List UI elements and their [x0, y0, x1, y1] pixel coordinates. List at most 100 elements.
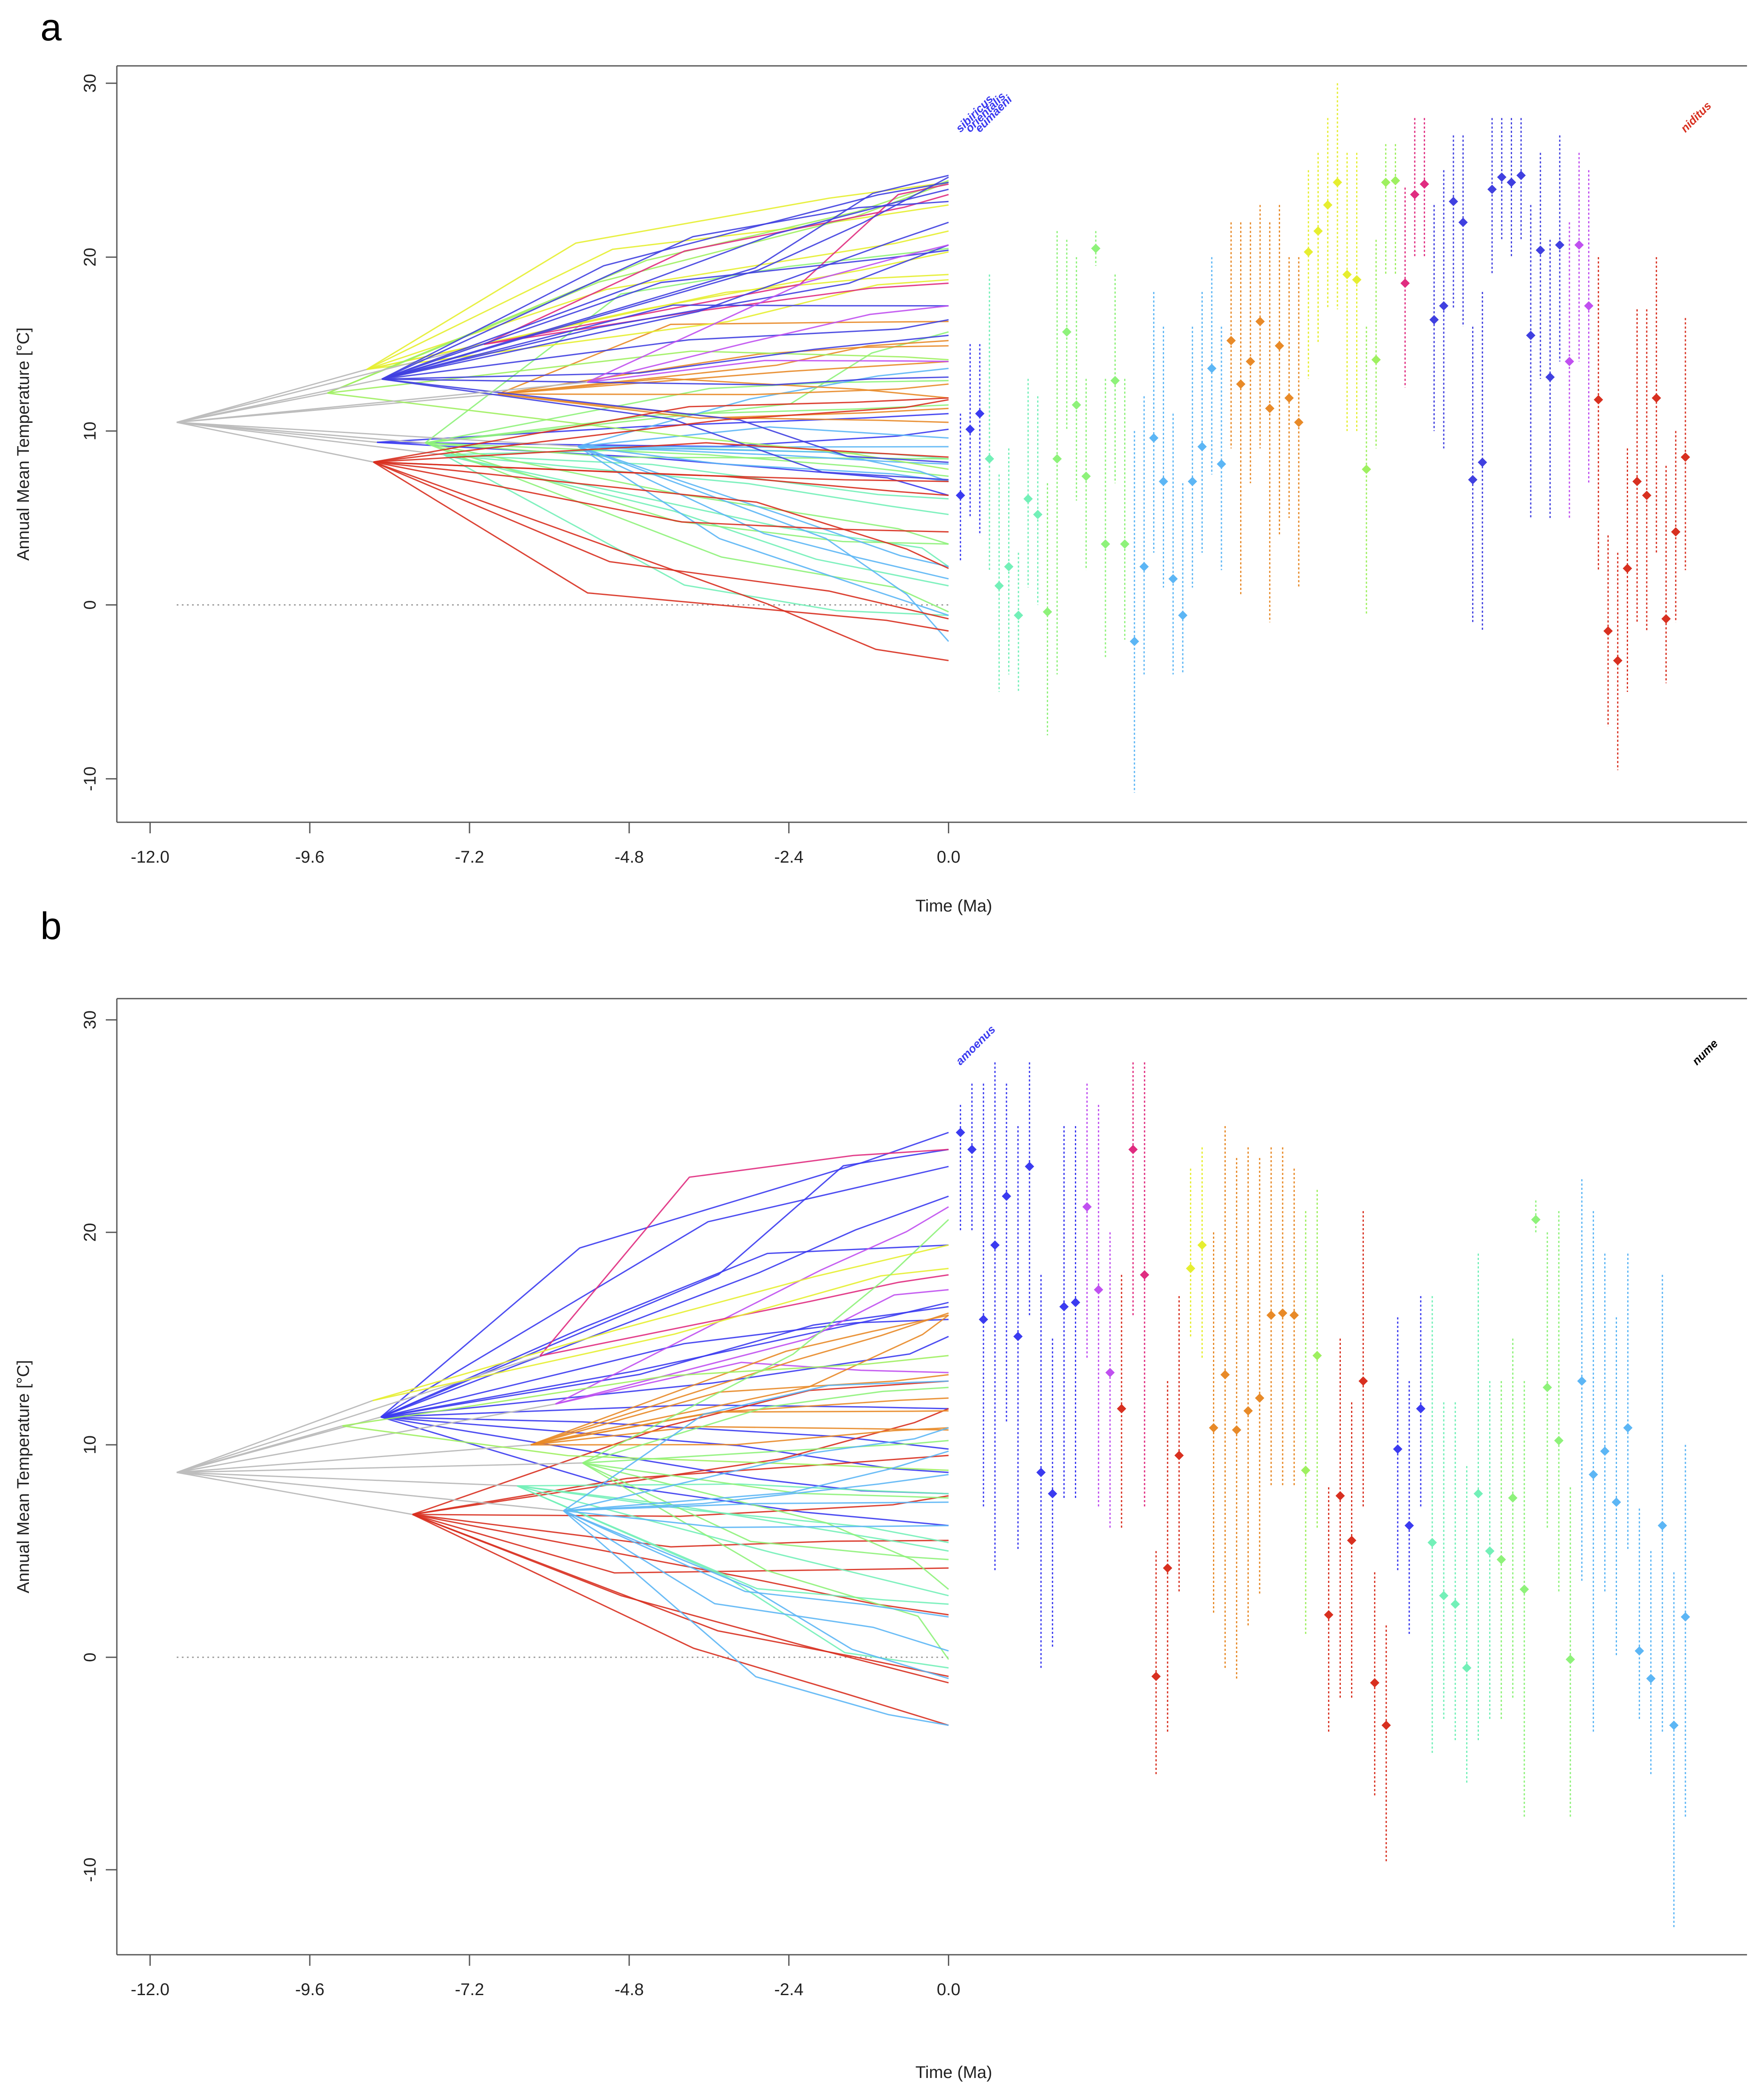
tip-point	[1324, 1610, 1334, 1619]
y-tick-label: -10	[81, 767, 99, 791]
lineage-branch	[517, 1483, 949, 1495]
lineage-branch	[381, 1306, 949, 1418]
tip-point	[1594, 395, 1603, 405]
lineage-branch	[577, 445, 949, 568]
lineage-branch	[382, 244, 949, 380]
lineage-branch	[412, 1514, 949, 1684]
tip-point	[1584, 301, 1594, 311]
tip-point	[1600, 1447, 1610, 1456]
y-tick-label: 20	[81, 1223, 99, 1242]
stem-lineage	[176, 1472, 517, 1487]
tip-point	[1589, 1470, 1598, 1479]
lineage-branch	[498, 320, 949, 395]
lineage-branch	[412, 1514, 949, 1726]
tip-point	[967, 1145, 977, 1154]
lineage-branch	[582, 1462, 949, 1499]
lineage-branch	[578, 445, 949, 448]
x-tick-label: -2.4	[774, 848, 803, 866]
tip-point	[1362, 464, 1371, 474]
tip-point	[956, 490, 965, 500]
lineage-branch	[382, 334, 949, 380]
tip-point	[1419, 179, 1429, 189]
lineage-branch	[443, 454, 949, 587]
tip-point	[994, 581, 1004, 591]
tip-point	[1052, 454, 1062, 464]
axes-frame	[116, 998, 1747, 1956]
tip-point	[1497, 172, 1507, 182]
stem-lineage	[176, 1425, 343, 1473]
tip-point	[1448, 197, 1458, 207]
tip-point	[1404, 1521, 1414, 1530]
y-tick-label: 10	[81, 422, 99, 440]
tip-point	[1473, 1489, 1483, 1498]
lineage-branch	[381, 1336, 949, 1418]
lineage-branch	[587, 360, 949, 383]
stem-lineage	[176, 368, 367, 423]
panel-b: b -10 0 10 20 30 -12.0 -9.6 -7.2 -4.8 -2.4 0.0 Time …	[14, 905, 1747, 2082]
tip-point	[1429, 315, 1439, 325]
tip-point	[1062, 327, 1071, 337]
lineage-branch	[373, 399, 949, 463]
lineage-branch	[443, 454, 949, 616]
lineage-branch	[382, 378, 949, 463]
tip-point	[1681, 452, 1690, 462]
tip-point	[1352, 275, 1362, 285]
tip-point	[1516, 170, 1526, 180]
species-label: nume	[1690, 1037, 1720, 1067]
lineage-branch	[373, 461, 949, 662]
lineage-branch	[530, 1397, 949, 1446]
tip-point	[1139, 562, 1149, 572]
lineage-branch	[327, 180, 949, 394]
tip-point	[1313, 226, 1323, 236]
tip-point	[1391, 176, 1400, 186]
lineage-branch	[563, 1510, 949, 1652]
tip-point	[1001, 1192, 1011, 1201]
lineage-branch	[381, 181, 949, 380]
tip-point	[1159, 476, 1168, 486]
lineage-branch	[425, 442, 949, 460]
tip-point	[1149, 433, 1159, 443]
tip-point	[1289, 1311, 1299, 1320]
tip-point	[1458, 218, 1468, 227]
tip-point	[1450, 1599, 1460, 1609]
stem-lineage	[176, 1444, 531, 1473]
tip-point	[1023, 494, 1033, 504]
lineage-branch	[382, 175, 949, 380]
tip-point	[1071, 400, 1081, 410]
tip-point	[1301, 1466, 1311, 1475]
tip-point	[1163, 1563, 1173, 1573]
tip-point	[1120, 539, 1130, 549]
tip-point	[1105, 1368, 1115, 1377]
lineage-branch	[498, 345, 949, 395]
stem-lineage	[176, 422, 425, 444]
lineage-branch	[530, 1312, 949, 1446]
lineage-branch	[373, 461, 949, 533]
lineage-branch	[563, 1510, 949, 1528]
lineage-branch	[483, 183, 949, 345]
tip-point	[1623, 1423, 1633, 1432]
lineage-branch	[563, 1427, 949, 1512]
tip-point	[1507, 178, 1516, 187]
tip-point	[1485, 1546, 1495, 1556]
tip-point	[1542, 1383, 1552, 1392]
lineage-branch	[382, 221, 949, 380]
tip-estimates	[956, 83, 1690, 793]
lineage-branch	[425, 442, 949, 477]
tip-point	[1220, 1370, 1230, 1379]
lineage-branch	[366, 230, 949, 370]
lineage-branch	[530, 1314, 949, 1446]
lineage-branch	[382, 201, 949, 380]
tip-point	[1671, 527, 1681, 537]
lineage-branch	[381, 1319, 949, 1418]
lineage-branch	[342, 1425, 949, 1471]
tip-point	[984, 454, 994, 464]
y-tick-label: 20	[81, 248, 99, 267]
y-tick-label: 0	[81, 1653, 99, 1662]
y-tick-label: 30	[81, 74, 99, 93]
tip-point	[1033, 510, 1043, 519]
stem-lineage	[176, 422, 374, 463]
lineage-branch	[373, 461, 949, 632]
y-axis-label: Annual Mean Temperature [°C]	[14, 328, 33, 561]
tip-point	[1236, 379, 1246, 389]
